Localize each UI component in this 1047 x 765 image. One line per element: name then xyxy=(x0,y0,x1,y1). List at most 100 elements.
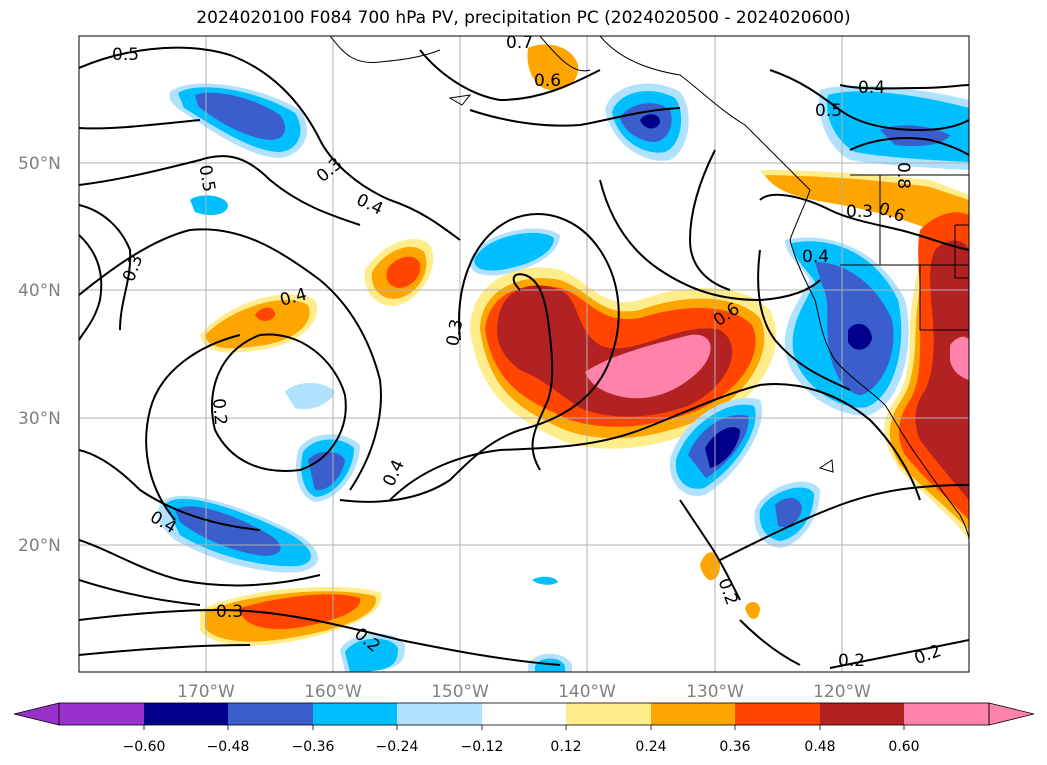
precip-region-negative-central-north-b xyxy=(474,232,554,271)
precip-region-negative-nw-small xyxy=(190,195,228,216)
pv-contour-17 xyxy=(688,149,731,291)
colorbar-swatch xyxy=(144,703,228,725)
pv-contour-21 xyxy=(849,137,969,156)
pv-contour-7 xyxy=(145,334,241,521)
lat-label: 40°N xyxy=(18,281,61,301)
precip-region-positive-central-5 xyxy=(585,334,711,399)
gridlines xyxy=(79,36,969,672)
coastline-westna xyxy=(789,189,969,541)
contour-label: 0.2 xyxy=(838,651,865,671)
colorbar-extend-low xyxy=(13,702,60,726)
precip-region-positive-south-c xyxy=(240,594,361,630)
colorbar-tick-label: 0.12 xyxy=(550,739,581,755)
contour-label: 0.3 xyxy=(443,318,467,348)
contour-label: 0.7 xyxy=(506,33,533,53)
colorbar-tick-label: −0.36 xyxy=(292,739,335,755)
contour-label: 0.5 xyxy=(815,101,842,121)
precip-region-positive-small2 xyxy=(745,602,760,619)
pv-contour-9 xyxy=(79,539,321,606)
border-states xyxy=(919,224,969,331)
colorbar-swatch xyxy=(313,703,397,725)
coastline-islands xyxy=(448,94,834,473)
lon-label: 130°W xyxy=(686,682,744,702)
colorbar-tick-label: 0.36 xyxy=(719,739,750,755)
precip-region-negative-nw-c xyxy=(195,92,286,140)
colorbar-swatch xyxy=(651,703,735,725)
lat-label: 20°N xyxy=(18,536,61,556)
colorbar-tick-label: 0.24 xyxy=(635,739,666,755)
pv-contour-11 xyxy=(79,644,251,656)
pv-contour-15 xyxy=(419,49,681,127)
precip-region-negative-midpac-d xyxy=(705,427,740,468)
pv-contours xyxy=(79,46,969,669)
contour-label: 0.5 xyxy=(194,163,218,193)
colorbar-tick-label: −0.60 xyxy=(123,739,166,755)
colorbar-tick-label: 0.60 xyxy=(888,739,919,755)
lon-label: 120°W xyxy=(813,682,871,702)
plot-frame xyxy=(78,35,970,673)
precip-region-negative-alaska-d xyxy=(640,114,660,129)
pv-contour-1 xyxy=(79,46,461,241)
precip-region-negative-westcoast-d xyxy=(848,323,872,350)
pv-contour-16 xyxy=(599,179,821,302)
colorbar-swatch xyxy=(397,703,482,725)
chart-title: 2024020100 F084 700 hPa PV, precipitatio… xyxy=(196,8,851,28)
longitude-labels: 170°W 160°W 150°W 140°W 130°W 120°W xyxy=(177,682,871,702)
colorbar-swatch xyxy=(904,703,989,725)
precip-region-negative-bottom2-b xyxy=(535,658,565,672)
pv-contour-19 xyxy=(769,69,969,132)
lon-label: 160°W xyxy=(304,682,362,702)
contour-label: 0.6 xyxy=(534,71,561,91)
colorbar-swatch xyxy=(820,703,904,725)
colorbar-tick-label: 0.48 xyxy=(804,739,835,755)
precip-region-positive-north xyxy=(527,44,579,91)
pv-contour-25 xyxy=(739,619,969,669)
pv-contour-22 xyxy=(757,249,851,391)
precip-region-negative-bottom1-b xyxy=(345,638,398,672)
colorbar-swatch xyxy=(735,703,820,725)
colorbar: −0.60 −0.48 −0.36 −0.24 −0.12 0.12 0.24 … xyxy=(13,702,1035,755)
latitude-labels: 50°N 40°N 30°N 20°N xyxy=(18,154,61,556)
pv-contour-18 xyxy=(759,193,969,251)
pv-contour-12 xyxy=(339,213,620,503)
pv-contour-24 xyxy=(719,484,969,561)
contour-label: 0.4 xyxy=(802,247,829,267)
colorbar-tick-label: −0.24 xyxy=(376,739,419,755)
precip-region-positive-eastcoast-5 xyxy=(950,336,969,380)
coastline-alaska xyxy=(329,36,811,191)
pv-contour-20 xyxy=(839,84,969,90)
precip-region-positive-west1-c xyxy=(386,256,421,288)
contour-label: 0.5 xyxy=(112,45,139,65)
contour-label: 0.4 xyxy=(858,78,885,98)
pv-contour-3 xyxy=(79,204,132,331)
lon-label: 140°W xyxy=(558,682,616,702)
colorbar-extend-high xyxy=(988,702,1035,726)
colorbar-frame xyxy=(58,702,990,726)
contour-label: 0.8 xyxy=(893,162,913,189)
precip-region-positive-west2-c xyxy=(255,307,275,322)
precip-region-negative-west4 xyxy=(285,383,335,410)
pv-contour-14 xyxy=(389,383,921,501)
lat-label: 50°N xyxy=(18,154,61,174)
contour-labels: 0.5 0.7 0.6 0.4 0.5 0.3 0.5 0.4 0.3 0.4 … xyxy=(112,33,944,671)
contour-label: 0.2 xyxy=(208,397,230,426)
precip-region-positive-eastcoast-4 xyxy=(915,240,969,500)
pv-contour-6 xyxy=(211,333,347,472)
colorbar-swatch xyxy=(566,703,651,725)
border-canada-us xyxy=(840,174,969,266)
colorbar-swatch xyxy=(228,703,313,725)
precip-region-negative-south-c xyxy=(775,497,802,528)
lat-label: 30°N xyxy=(18,409,61,429)
pv-contour-8 xyxy=(79,449,261,531)
precip-region-negative-small3 xyxy=(532,576,558,585)
pv-contour-4 xyxy=(79,234,103,341)
colorbar-tick-label: −0.12 xyxy=(461,739,504,755)
lon-label: 170°W xyxy=(177,682,235,702)
pv-contour-13 xyxy=(512,273,554,471)
contour-label: 0.3 xyxy=(846,202,873,222)
colorbar-swatch xyxy=(59,703,144,725)
pv-contour-23 xyxy=(679,499,741,601)
coastlines xyxy=(329,36,969,541)
pv-contour-2 xyxy=(79,119,361,226)
